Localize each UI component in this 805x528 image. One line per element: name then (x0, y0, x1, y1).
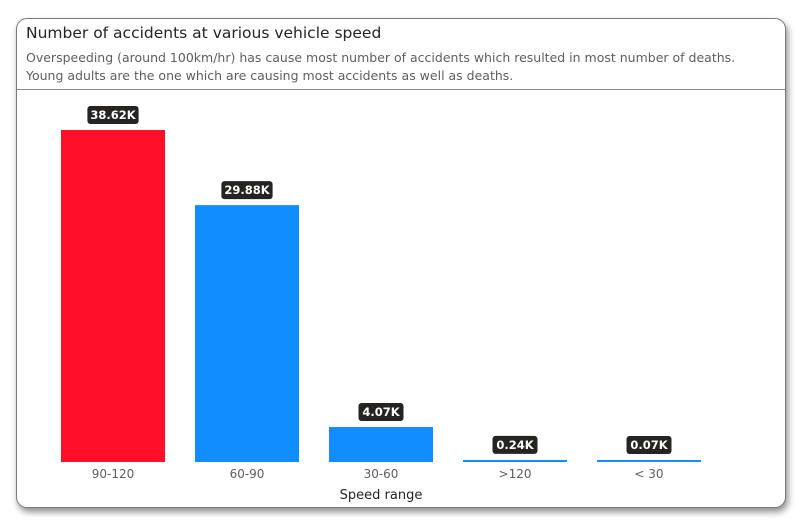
chart-title: Number of accidents at various vehicle s… (26, 24, 382, 42)
bar-0 (61, 130, 165, 462)
data-label-bg-4 (626, 436, 672, 454)
data-label-4: 0.07K (630, 438, 668, 452)
chart-subtitle: Overspeeding (around 100km/hr) has cause… (26, 50, 736, 83)
x-tick-label-4: < 30 (634, 467, 663, 481)
data-label-1: 29.88K (224, 183, 270, 197)
bar-1 (195, 205, 299, 462)
x-tick-label-3: >120 (499, 467, 532, 481)
bar-chart: 38.62K 90-120 29.88K 60-90 4.07K 30-60 0.24K >1… (61, 106, 701, 503)
data-label-bg-0 (87, 106, 139, 124)
chart-card: Number of accidents at various vehicle s… (16, 18, 786, 508)
data-label-0: 38.62K (90, 108, 136, 122)
x-tick-label-2: 30-60 (364, 467, 399, 481)
x-axis-title: Speed range (340, 488, 423, 503)
data-label-2: 4.07K (362, 405, 400, 419)
data-label-bg-2 (358, 403, 404, 422)
bar-4 (597, 460, 701, 462)
bar-2 (329, 427, 433, 462)
bar-3 (463, 459, 567, 462)
data-label-bg-3 (492, 435, 538, 454)
x-tick-label-0: 90-120 (92, 467, 135, 481)
data-label-bg-1 (221, 181, 273, 200)
x-tick-label-1: 60-90 (230, 467, 265, 481)
header-divider (17, 89, 785, 90)
data-label-3: 0.24K (496, 438, 534, 452)
